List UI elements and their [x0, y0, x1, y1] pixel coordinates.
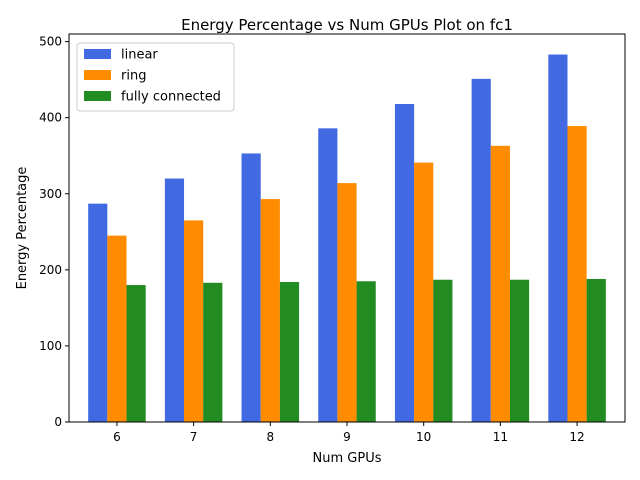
x-tick-label: 12 [569, 430, 584, 444]
x-tick-label: 6 [113, 430, 121, 444]
legend: linear ring fully connected [76, 42, 235, 112]
bar-linear-6 [88, 203, 108, 422]
bar-fully-connected-12 [586, 278, 606, 422]
plot-area [68, 33, 626, 423]
y-tick-label: 0 [54, 415, 62, 429]
bar-fully-connected-9 [356, 281, 376, 422]
x-axis-label: Num GPUs [313, 451, 382, 466]
y-axis: 0 100 200 300 400 500 [39, 35, 69, 429]
bar-fully-connected-10 [433, 279, 453, 422]
bar-linear-12 [548, 54, 568, 423]
legend-swatch-linear [84, 49, 111, 59]
bar-ring-9 [337, 183, 357, 422]
y-tick-label: 500 [39, 35, 62, 49]
bar-ring-6 [107, 235, 127, 422]
bar-ring-7 [184, 220, 204, 422]
bar-fully-connected-6 [126, 285, 146, 422]
bar-ring-10 [414, 162, 434, 422]
legend-label: fully connected [121, 90, 221, 105]
bar-linear-8 [241, 153, 261, 423]
bar-fully-connected-7 [203, 282, 223, 422]
bar-fully-connected-11 [509, 279, 530, 422]
bar-linear-9 [318, 128, 338, 422]
bar-ring-8 [260, 199, 280, 422]
bar-ring-12 [567, 126, 587, 422]
x-tick-label: 10 [416, 430, 431, 444]
legend-box [76, 42, 235, 112]
x-axis: 6 7 8 9 10 11 12 [113, 422, 585, 444]
legend-label: linear [121, 48, 158, 63]
y-tick-label: 200 [39, 263, 62, 277]
bar-fully-connected-8 [279, 282, 300, 422]
bar-linear-7 [164, 178, 185, 422]
x-tick-label: 9 [343, 430, 351, 444]
y-tick-label: 400 [39, 111, 62, 125]
bar-ring-11 [490, 145, 510, 422]
bar-linear-10 [394, 103, 415, 422]
y-tick-label: 100 [39, 339, 62, 353]
y-axis-label: Energy Percentage [15, 167, 30, 290]
legend-swatch-fully-connected [84, 91, 111, 101]
chart-title: Energy Percentage vs Num GPUs Plot on fc… [181, 16, 513, 34]
x-tick-label: 7 [190, 430, 198, 444]
bars-layer [88, 54, 606, 423]
y-tick-label: 300 [39, 187, 62, 201]
x-tick-label: 8 [266, 430, 274, 444]
x-tick-label: 11 [493, 430, 508, 444]
legend-label: ring [121, 69, 146, 84]
legend-swatch-ring [84, 70, 111, 80]
bar-linear-11 [471, 78, 491, 422]
